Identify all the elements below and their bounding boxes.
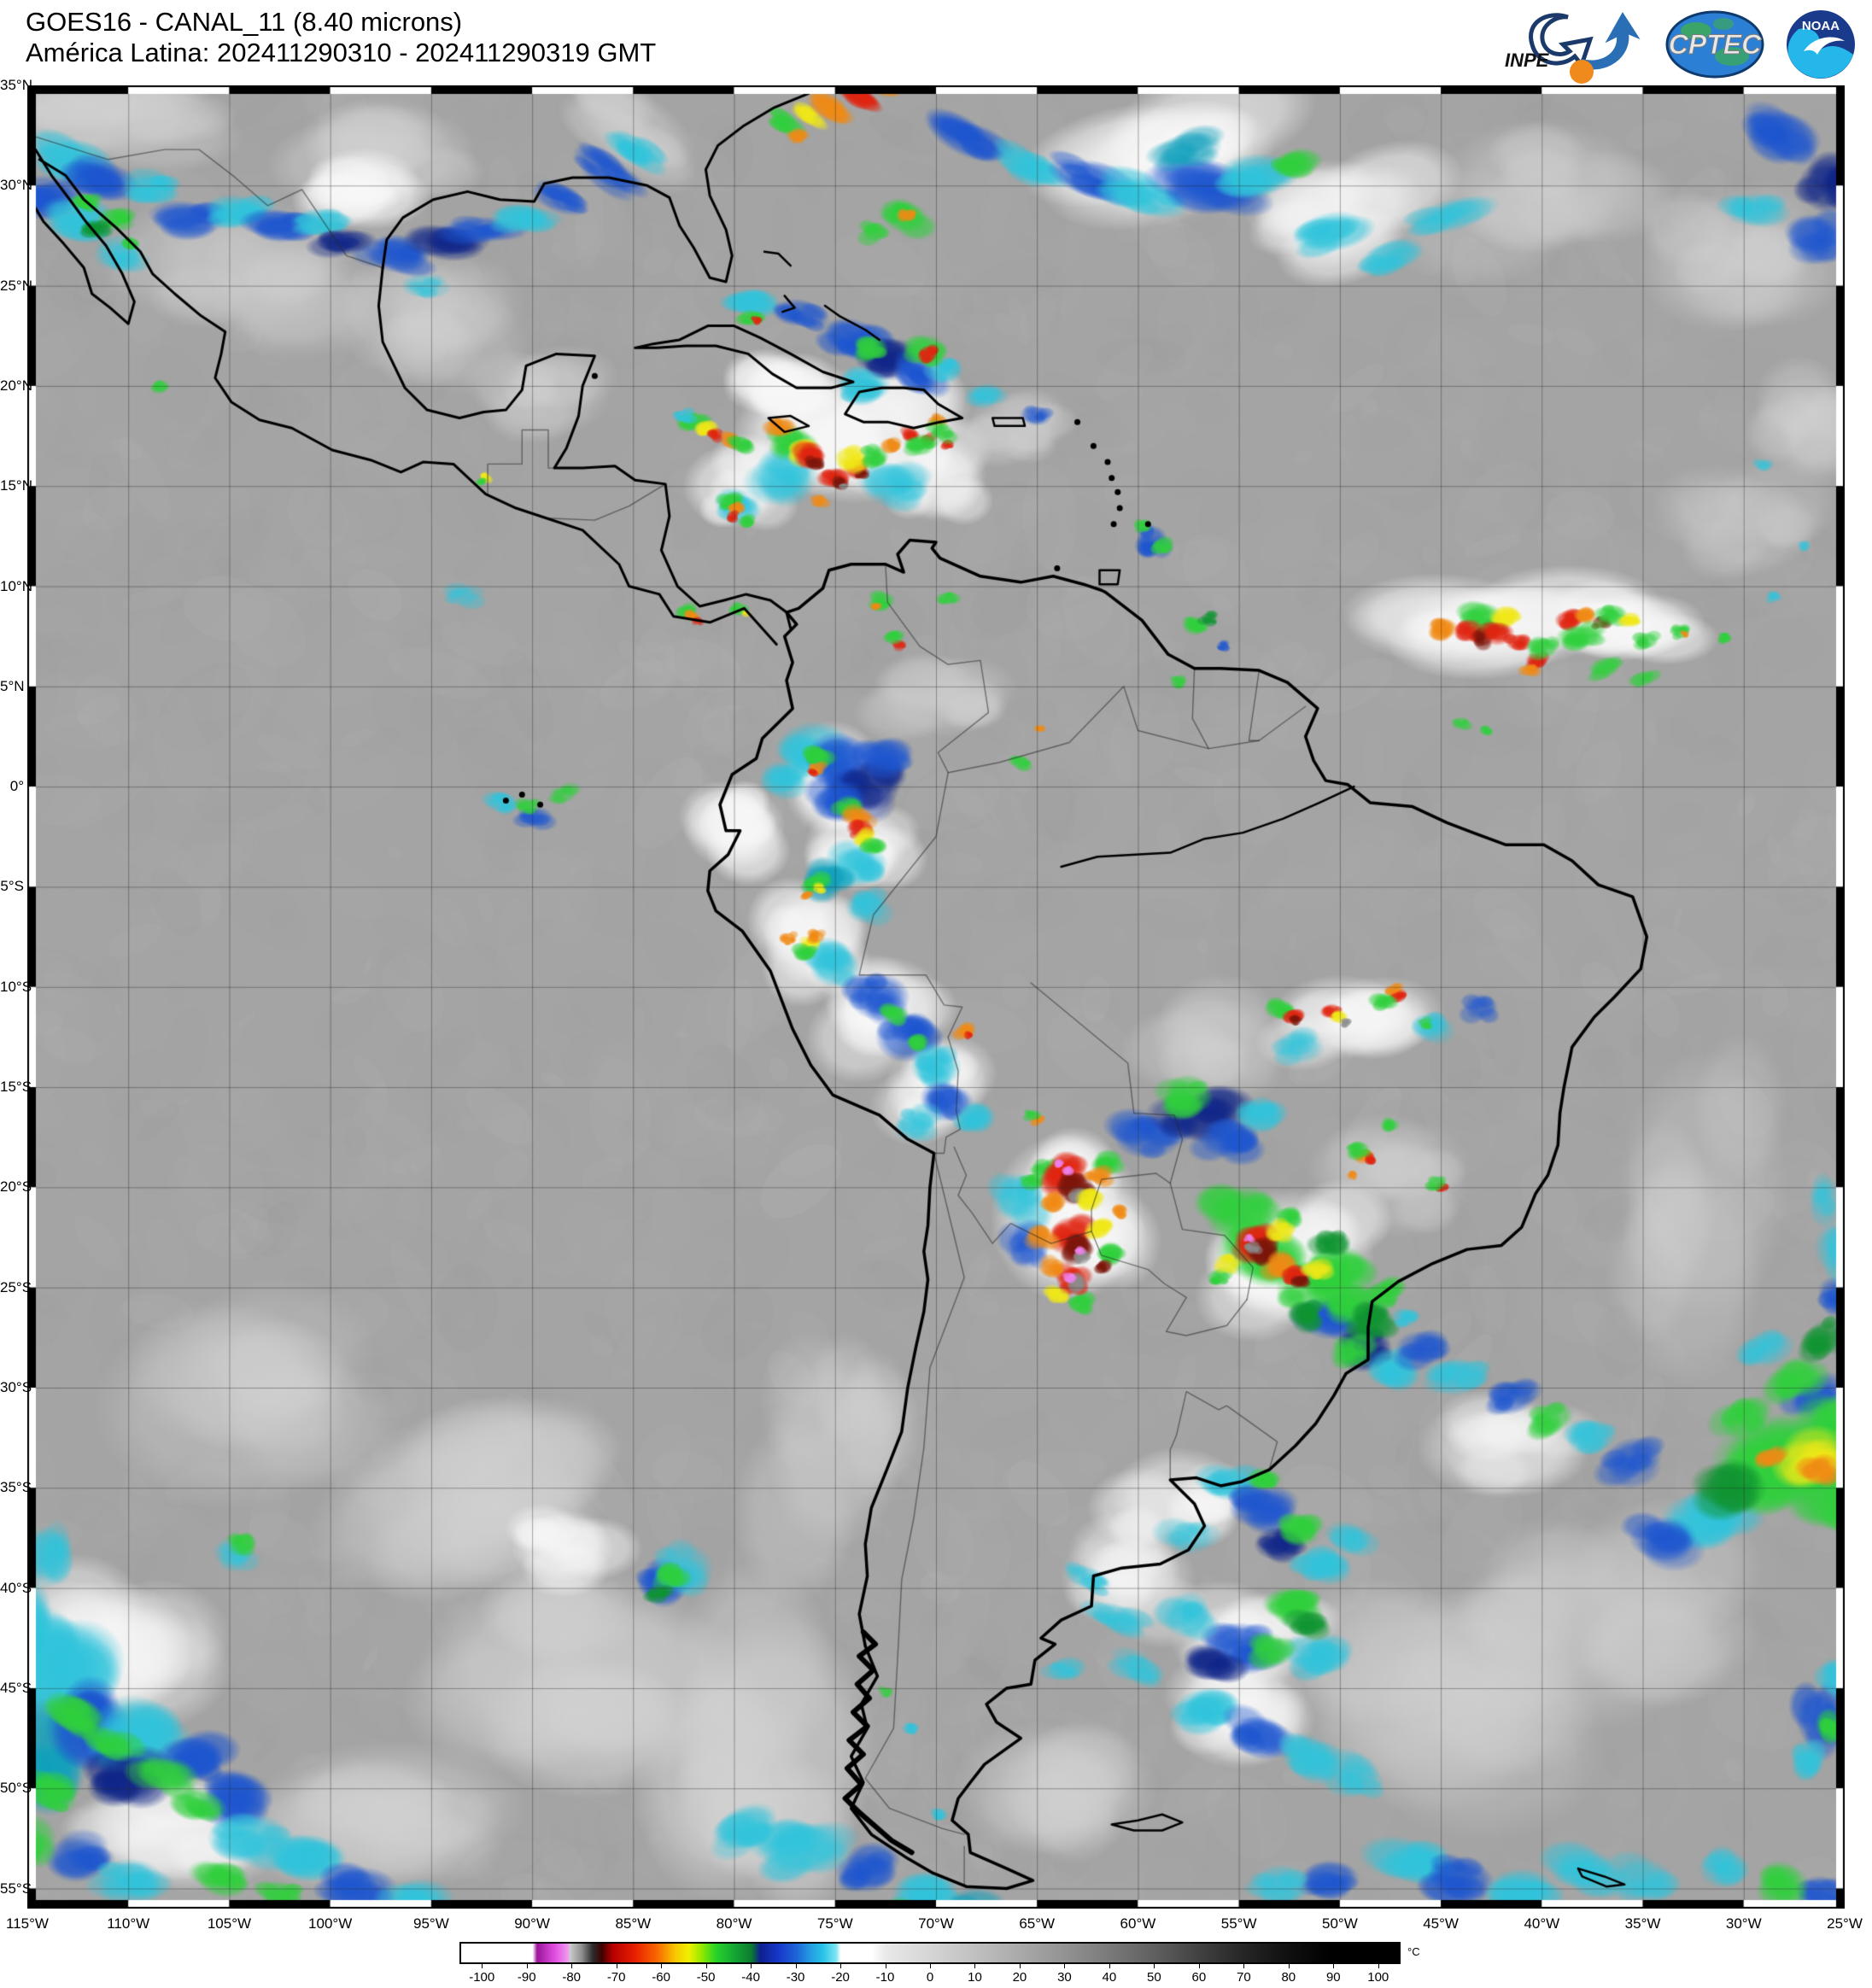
noaa-logo-text: NOAA — [1802, 19, 1840, 33]
lat-tick-label: 20°N — [0, 377, 32, 394]
colorbar-tick-label: 10 — [968, 1970, 982, 1985]
colorbar-tick-label: 20 — [1012, 1970, 1027, 1985]
colorbar-tick-mark — [930, 1964, 931, 1968]
colorbar-tick-label: 80 — [1281, 1970, 1296, 1985]
lat-tick-label: 35°N — [0, 77, 32, 93]
colorbar-tick-label: 100 — [1367, 1970, 1389, 1985]
colorbar-tick-label: -40 — [741, 1970, 760, 1985]
colorbar-tick-label: -90 — [517, 1970, 536, 1985]
lat-tick-label: 15°S — [0, 1079, 32, 1096]
colorbar-tick-mark — [751, 1964, 752, 1968]
lon-tick-label: 50°W — [1321, 1915, 1358, 1932]
colorbar-tick-label: 90 — [1325, 1970, 1341, 1985]
colorbar-tick-label: -50 — [696, 1970, 716, 1985]
colorbar-tick-label: 60 — [1191, 1970, 1207, 1985]
lat-tick-label: 10°S — [0, 978, 32, 995]
colorbar-tick-label: -70 — [606, 1970, 626, 1985]
lat-tick-label: 30°S — [0, 1379, 32, 1395]
colorbar-tick-mark — [974, 1964, 976, 1968]
colorbar-tick-mark — [1198, 1964, 1200, 1968]
lon-tick-label: 30°W — [1725, 1915, 1762, 1932]
colorbar-tick-label: 30 — [1057, 1970, 1072, 1985]
colorbar-tick-mark — [1019, 1964, 1021, 1968]
lon-tick-label: 35°W — [1624, 1915, 1661, 1932]
colorbar-tick-mark — [840, 1964, 842, 1968]
lon-tick-label: 70°W — [918, 1915, 954, 1932]
satellite-map — [27, 85, 1845, 1909]
lon-tick-label: 55°W — [1220, 1915, 1257, 1932]
lon-tick-label: 105°W — [207, 1915, 252, 1932]
colorbar-tick-mark — [1333, 1964, 1335, 1968]
colorbar-tick-mark — [526, 1964, 528, 1968]
colorbar-tick-mark — [661, 1964, 663, 1968]
lat-tick-label: 5°N — [0, 677, 25, 694]
lon-tick-label: 90°W — [514, 1915, 550, 1932]
lat-tick-label: 20°S — [0, 1178, 32, 1196]
colorbar-tick-label: 40 — [1102, 1970, 1117, 1985]
colorbar-tick-mark — [1243, 1964, 1245, 1968]
lat-tick-label: 30°N — [0, 177, 32, 194]
colorbar-tick-mark — [705, 1964, 707, 1968]
colorbar-tick-mark — [1288, 1964, 1290, 1968]
lon-tick-label: 100°W — [308, 1915, 353, 1932]
colorbar-tick-label: -100 — [469, 1970, 495, 1985]
lat-tick-label: 35°S — [0, 1479, 32, 1496]
colorbar-tick-label: -10 — [875, 1970, 895, 1985]
colorbar-tick-label: -30 — [786, 1970, 805, 1985]
lon-tick-label: 80°W — [716, 1915, 752, 1932]
satellite-map-canvas — [27, 85, 1845, 1909]
noaa-logo: NOAA — [1781, 4, 1861, 85]
colorbar-unit-label: °C — [1407, 1945, 1420, 1958]
lon-tick-label: 95°W — [412, 1915, 449, 1932]
lon-tick-label: 60°W — [1120, 1915, 1156, 1932]
colorbar-tick-mark — [571, 1964, 573, 1968]
lat-tick-label: 25°N — [0, 277, 32, 294]
lon-tick-label: 25°W — [1827, 1915, 1863, 1932]
lat-tick-label: 40°S — [0, 1579, 32, 1596]
lon-tick-label: 65°W — [1019, 1915, 1056, 1932]
cptec-logo-text: CPTEC — [1669, 29, 1762, 60]
colorbar-gradient — [461, 1944, 1399, 1962]
header: GOES16 - CANAL_11 (8.40 microns) América… — [26, 7, 656, 68]
product-timestamp: América Latina: 202411290310 - 202411290… — [26, 38, 657, 67]
colorbar-tick-mark — [1064, 1964, 1066, 1968]
lon-tick-label: 110°W — [107, 1915, 150, 1932]
colorbar-tick-label: -60 — [652, 1970, 670, 1985]
colorbar-tick-mark — [1378, 1964, 1379, 1968]
lat-tick-label: 5°S — [0, 878, 24, 895]
lat-tick-label: 50°S — [0, 1780, 32, 1797]
colorbar — [459, 1942, 1401, 1964]
colorbar-tick-label: -20 — [831, 1970, 850, 1985]
colorbar-tick-label: 50 — [1147, 1970, 1161, 1985]
cptec-logo: CPTEC — [1665, 10, 1764, 79]
colorbar-tick-label: 0 — [926, 1970, 934, 1985]
lon-tick-label: 115°W — [6, 1915, 49, 1932]
lat-tick-label: 10°N — [0, 577, 32, 594]
colorbar-tick-mark — [1109, 1964, 1110, 1968]
lon-tick-label: 75°W — [816, 1915, 853, 1932]
lat-tick-label: 0° — [9, 778, 24, 795]
inpe-logo: INPE — [1505, 12, 1641, 84]
product-title: GOES16 - CANAL_11 (8.40 microns) — [26, 7, 463, 37]
colorbar-tick-label: -80 — [562, 1970, 582, 1985]
lon-tick-label: 85°W — [615, 1915, 652, 1932]
lat-tick-label: 25°S — [0, 1278, 32, 1295]
inpe-logo-text: INPE — [1505, 50, 1550, 71]
lat-tick-label: 55°S — [0, 1880, 32, 1897]
colorbar-tick-mark — [482, 1964, 483, 1968]
colorbar-tick-label: 70 — [1236, 1970, 1251, 1985]
lon-tick-label: 45°W — [1423, 1915, 1459, 1932]
lon-tick-label: 40°W — [1524, 1915, 1560, 1932]
lat-tick-label: 15°N — [0, 477, 32, 494]
lat-tick-label: 45°S — [0, 1679, 32, 1696]
logos: INPE CPTEC NOAA — [1481, 2, 1863, 87]
colorbar-tick-mark — [1154, 1964, 1155, 1968]
colorbar-tick-mark — [795, 1964, 797, 1968]
